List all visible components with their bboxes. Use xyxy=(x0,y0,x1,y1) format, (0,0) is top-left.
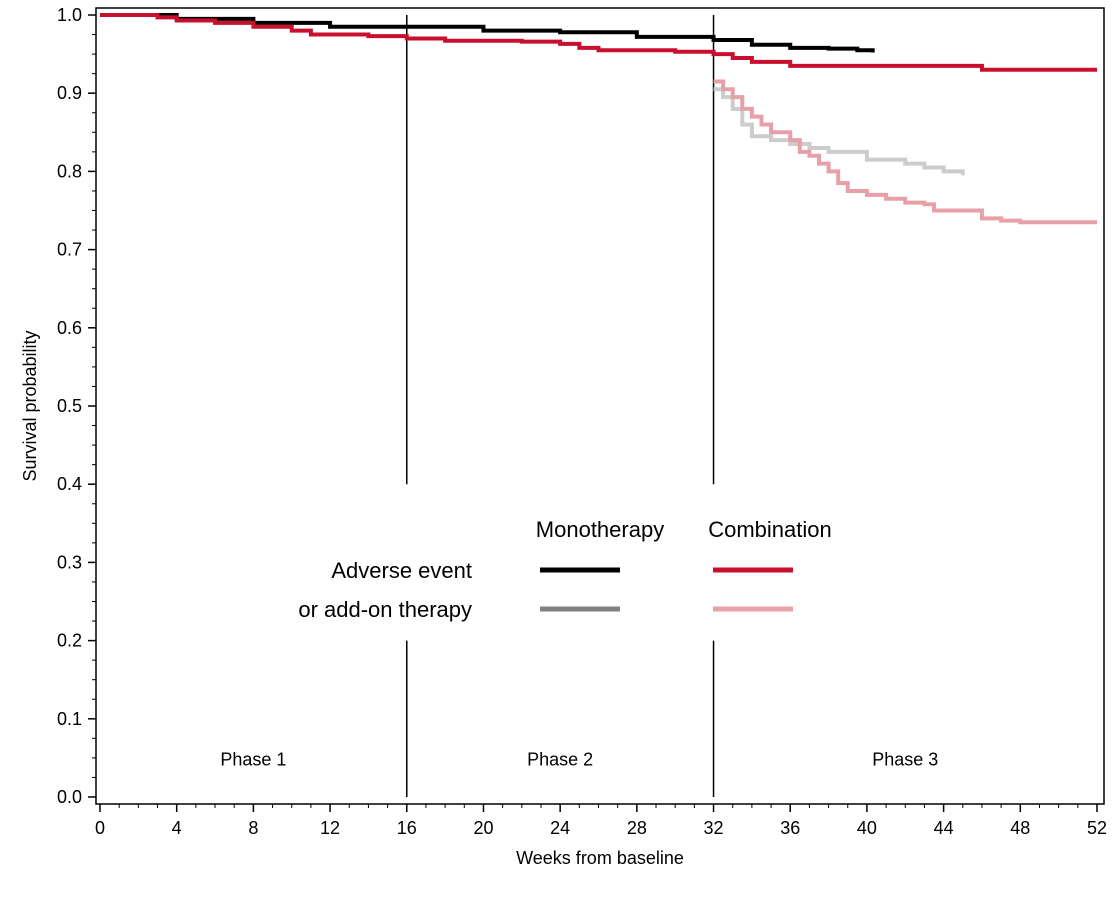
phase-labels: Phase 1 Phase 2 Phase 3 xyxy=(220,750,938,770)
x-tick-label: 20 xyxy=(473,818,493,838)
x-tick-label: 24 xyxy=(550,818,570,838)
x-tick-label: 36 xyxy=(780,818,800,838)
y-tick-label: 1.0 xyxy=(57,5,82,25)
x-axis-title: Weeks from baseline xyxy=(516,848,684,868)
y-tick-label: 0.5 xyxy=(57,396,82,416)
x-tick-label: 48 xyxy=(1010,818,1030,838)
x-tick-label: 44 xyxy=(934,818,954,838)
x-tick-label: 16 xyxy=(397,818,417,838)
x-tick-label: 12 xyxy=(320,818,340,838)
curve-combo_addon xyxy=(713,79,1097,225)
curve-combo_ae xyxy=(100,13,1097,72)
x-tick-label: 0 xyxy=(95,818,105,838)
x-tick-label: 52 xyxy=(1087,818,1107,838)
x-tick-label: 40 xyxy=(857,818,877,838)
y-tick-label: 0.0 xyxy=(57,787,82,807)
y-axis: 0.0 0.1 0.2 0.3 0.4 0.5 0.6 0.7 0.8 0.9 1.0 xyxy=(57,5,96,807)
y-tick-label: 0.3 xyxy=(57,552,82,572)
phase-boundary-lines xyxy=(406,15,715,797)
x-tick-label: 28 xyxy=(627,818,647,838)
y-tick-label: 0.2 xyxy=(57,631,82,651)
y-tick-label: 0.7 xyxy=(57,240,82,260)
legend-header-combination: Combination xyxy=(708,517,832,542)
x-tick-label: 8 xyxy=(248,818,258,838)
y-tick-label: 0.6 xyxy=(57,318,82,338)
y-axis-title: Survival probability xyxy=(20,330,40,481)
survival-curves xyxy=(100,13,1097,225)
plot-frame xyxy=(95,7,1105,805)
curve-mono_ae xyxy=(100,13,875,53)
legend-row-addon-therapy: or add-on therapy xyxy=(298,597,472,622)
x-tick-label: 32 xyxy=(704,818,724,838)
phase-label: Phase 1 xyxy=(220,750,286,770)
x-tick-label: 4 xyxy=(172,818,182,838)
curve-mono_addon xyxy=(713,87,965,176)
phase-label: Phase 3 xyxy=(872,750,938,770)
y-tick-label: 0.1 xyxy=(57,709,82,729)
legend-row-adverse-event: Adverse event xyxy=(331,558,472,583)
legend: Monotherapy Combination Adverse event or… xyxy=(298,517,831,622)
phase-label: Phase 2 xyxy=(527,750,593,770)
legend-header-monotherapy: Monotherapy xyxy=(536,517,664,542)
x-axis: 0 4 8 12 16 20 24 28 32 36 40 44 48 52 xyxy=(95,804,1107,838)
y-tick-label: 0.4 xyxy=(57,474,82,494)
y-tick-label: 0.8 xyxy=(57,161,82,181)
y-tick-label: 0.9 xyxy=(57,83,82,103)
